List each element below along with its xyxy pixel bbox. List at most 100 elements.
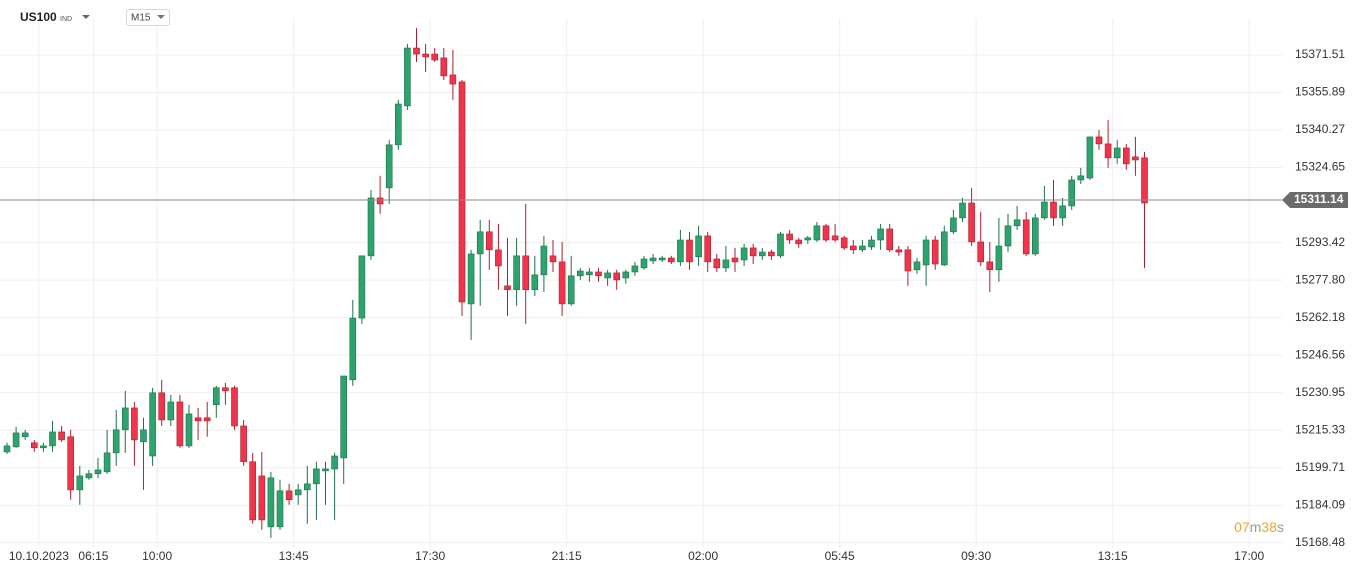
candle	[1013, 205, 1021, 230]
candle	[449, 49, 457, 100]
x-tick-label: 02:00	[688, 549, 718, 563]
candle-body	[586, 271, 593, 276]
candle-body	[222, 387, 229, 392]
candle-body	[977, 241, 985, 263]
candle-body	[877, 228, 884, 241]
candle	[94, 457, 102, 478]
symbol[interactable]: US100	[20, 10, 57, 24]
candle	[476, 219, 484, 306]
candle-body	[1041, 201, 1048, 219]
candle-body	[1068, 179, 1075, 207]
candle	[440, 48, 448, 80]
candle	[76, 465, 84, 505]
candle	[1032, 213, 1039, 256]
candle-body	[822, 225, 830, 241]
candle-body	[1032, 217, 1039, 255]
candle-body	[831, 235, 839, 241]
candle	[1086, 136, 1094, 180]
x-tick-label: 05:45	[825, 549, 855, 563]
candle-body	[649, 257, 657, 262]
candle-body	[940, 231, 948, 266]
candle-body	[1113, 147, 1121, 159]
candle	[558, 241, 566, 316]
candle	[167, 394, 175, 426]
candle	[804, 235, 812, 244]
candle-body	[413, 47, 420, 55]
candle	[513, 237, 520, 306]
candle-body	[12, 432, 20, 448]
candle-body	[112, 429, 120, 454]
candle-body	[931, 239, 939, 265]
candle	[122, 390, 129, 453]
candle	[431, 48, 439, 62]
x-tick-label: 13:45	[279, 549, 309, 563]
candle	[3, 442, 11, 454]
candle	[1059, 197, 1066, 226]
timeframe-box[interactable]	[126, 9, 170, 26]
timeframe[interactable]: M15	[131, 13, 151, 24]
y-tick-label: 15230.95	[1295, 385, 1345, 399]
candle-body	[1059, 205, 1066, 219]
symbol-selector[interactable]: US100 IND	[20, 10, 90, 24]
candle	[376, 175, 384, 214]
candle	[176, 394, 184, 448]
candle	[404, 43, 411, 111]
candle-body	[1141, 157, 1148, 204]
candle-body	[76, 475, 84, 491]
candle	[704, 231, 712, 272]
candle	[367, 190, 375, 260]
candle	[49, 420, 56, 452]
candle	[58, 425, 65, 442]
candle-body	[567, 275, 575, 305]
candle-body	[394, 103, 402, 146]
candle-body	[531, 274, 539, 291]
candle	[622, 269, 630, 284]
candle	[213, 385, 220, 418]
candle	[303, 465, 311, 524]
dropdown-caret[interactable]	[82, 15, 90, 19]
candle-body	[640, 258, 648, 269]
dropdown-caret[interactable]	[157, 15, 165, 19]
candle	[504, 237, 511, 316]
candle	[813, 221, 821, 242]
candle-body	[513, 255, 520, 291]
candle	[385, 140, 393, 204]
candle-body	[231, 387, 238, 427]
countdown-part: 38	[1261, 519, 1277, 535]
candle	[531, 255, 539, 296]
candle	[922, 235, 930, 286]
candle-body	[595, 271, 602, 277]
candle-body	[1022, 219, 1030, 255]
candle	[149, 387, 156, 466]
candle-body	[40, 445, 47, 449]
candle	[931, 235, 939, 270]
candle-body	[213, 387, 220, 406]
candle-body	[249, 461, 256, 521]
candle	[413, 28, 420, 62]
candle-body	[777, 233, 784, 257]
candle-body	[158, 392, 165, 421]
candle-body	[840, 237, 848, 249]
candle	[131, 401, 138, 466]
candle	[340, 375, 348, 484]
candle-body	[604, 272, 611, 279]
candle	[67, 429, 74, 500]
candle	[258, 451, 266, 530]
timeframe-selector[interactable]: M15	[126, 9, 170, 26]
candle	[30, 439, 38, 452]
candle	[267, 471, 275, 538]
candle-body	[140, 429, 147, 443]
countdown-part: s	[1277, 519, 1284, 535]
x-tick-label: 17:30	[415, 549, 445, 563]
candle	[549, 239, 557, 272]
candle-body	[67, 436, 74, 491]
x-tick-label: 21:15	[552, 549, 582, 563]
candle-body	[622, 271, 630, 279]
candle-body	[704, 235, 712, 263]
y-tick-label: 15184.09	[1295, 497, 1345, 511]
candle	[495, 223, 502, 290]
candle	[422, 43, 429, 73]
candle	[540, 235, 548, 292]
candle-body	[476, 231, 484, 255]
